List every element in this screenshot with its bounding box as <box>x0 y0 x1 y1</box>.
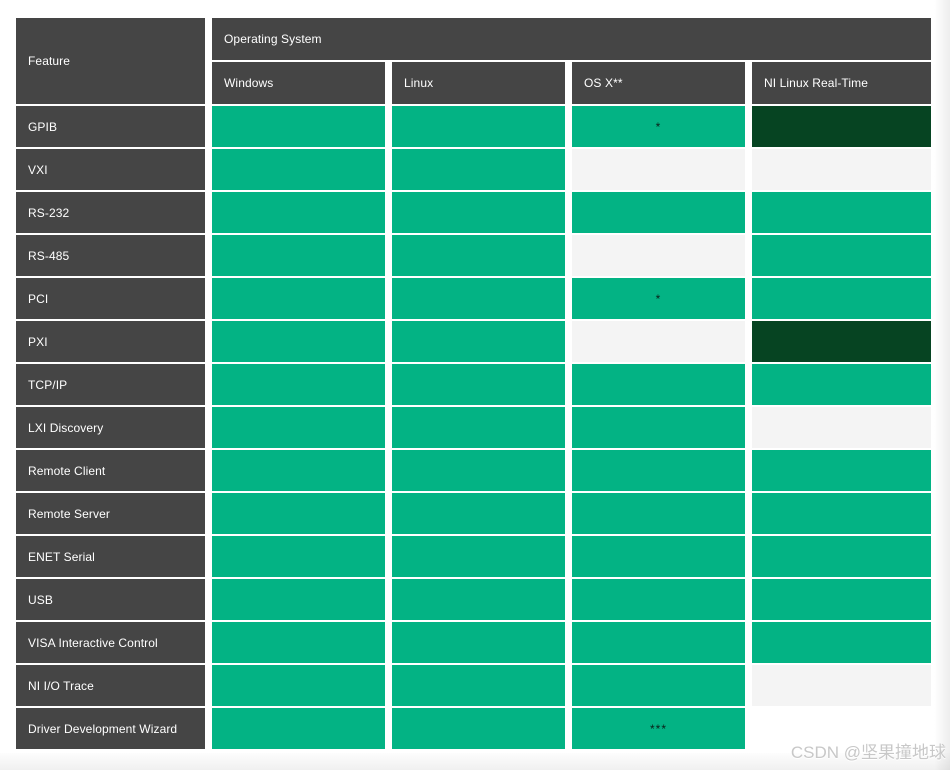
support-cell-enet-serial-os-x <box>572 536 745 577</box>
support-cell-remote-server-os-x <box>572 493 745 534</box>
support-cell-gpib-ni-linux-real-time <box>752 106 931 147</box>
os-support-table: Feature Operating System Windows Linux OS … <box>16 18 931 749</box>
support-cell-vxi-ni-linux-real-time <box>752 149 931 190</box>
support-cell-driver-development-wizard-linux <box>392 708 565 749</box>
support-cell-visa-interactive-control-windows <box>212 622 385 663</box>
support-cell-rs-485-ni-linux-real-time <box>752 235 931 276</box>
support-cell-usb-windows <box>212 579 385 620</box>
support-cell-ni-i-o-trace-ni-linux-real-time <box>752 665 931 706</box>
support-cell-visa-interactive-control-os-x <box>572 622 745 663</box>
support-cell-pci-ni-linux-real-time <box>752 278 931 319</box>
feature-column-header: Feature <box>16 18 205 104</box>
support-cell-pxi-windows <box>212 321 385 362</box>
support-cell-visa-interactive-control-ni-linux-real-time <box>752 622 931 663</box>
support-cell-remote-client-os-x <box>572 450 745 491</box>
support-cell-lxi-discovery-windows <box>212 407 385 448</box>
feature-label-lxi-discovery: LXI Discovery <box>16 407 205 448</box>
support-cell-pxi-os-x <box>572 321 745 362</box>
support-cell-pci-windows <box>212 278 385 319</box>
feature-label-tcp-ip: TCP/IP <box>16 364 205 405</box>
bottom-edge-shadow <box>0 753 950 770</box>
support-cell-gpib-os-x: * <box>572 106 745 147</box>
support-cell-pci-os-x: * <box>572 278 745 319</box>
support-cell-lxi-discovery-ni-linux-real-time <box>752 407 931 448</box>
support-cell-gpib-linux <box>392 106 565 147</box>
support-cell-rs-232-windows <box>212 192 385 233</box>
feature-label-pxi: PXI <box>16 321 205 362</box>
support-cell-enet-serial-windows <box>212 536 385 577</box>
support-cell-vxi-windows <box>212 149 385 190</box>
support-cell-pxi-linux <box>392 321 565 362</box>
support-cell-tcp-ip-linux <box>392 364 565 405</box>
feature-label-usb: USB <box>16 579 205 620</box>
support-cell-usb-os-x <box>572 579 745 620</box>
support-cell-ni-i-o-trace-windows <box>212 665 385 706</box>
support-cell-tcp-ip-os-x <box>572 364 745 405</box>
support-cell-vxi-os-x <box>572 149 745 190</box>
feature-label-remote-client: Remote Client <box>16 450 205 491</box>
operating-system-group-header: Operating System <box>212 18 931 60</box>
support-cell-visa-interactive-control-linux <box>392 622 565 663</box>
support-cell-tcp-ip-ni-linux-real-time <box>752 364 931 405</box>
support-cell-remote-client-ni-linux-real-time <box>752 450 931 491</box>
column-header-ni-linux-real-time: NI Linux Real-Time <box>752 62 931 104</box>
feature-label-gpib: GPIB <box>16 106 205 147</box>
feature-label-rs-232: RS-232 <box>16 192 205 233</box>
support-cell-remote-client-linux <box>392 450 565 491</box>
support-cell-remote-server-linux <box>392 493 565 534</box>
support-cell-remote-server-ni-linux-real-time <box>752 493 931 534</box>
footnote-marker: *** <box>649 721 667 736</box>
support-cell-enet-serial-linux <box>392 536 565 577</box>
support-cell-rs-485-linux <box>392 235 565 276</box>
support-cell-tcp-ip-windows <box>212 364 385 405</box>
support-cell-gpib-windows <box>212 106 385 147</box>
support-cell-remote-server-windows <box>212 493 385 534</box>
feature-label-visa-interactive-control: VISA Interactive Control <box>16 622 205 663</box>
column-header-os-x: OS X** <box>572 62 745 104</box>
support-cell-lxi-discovery-linux <box>392 407 565 448</box>
footnote-marker: * <box>655 119 662 134</box>
feature-label-enet-serial: ENET Serial <box>16 536 205 577</box>
support-cell-pxi-ni-linux-real-time <box>752 321 931 362</box>
column-header-windows: Windows <box>212 62 385 104</box>
support-cell-driver-development-wizard-windows <box>212 708 385 749</box>
support-cell-ni-i-o-trace-linux <box>392 665 565 706</box>
support-cell-rs-232-os-x <box>572 192 745 233</box>
feature-label-ni-i-o-trace: NI I/O Trace <box>16 665 205 706</box>
support-cell-lxi-discovery-os-x <box>572 407 745 448</box>
csdn-watermark: CSDN @坚果撞地球 <box>790 743 946 762</box>
feature-label-rs-485: RS-485 <box>16 235 205 276</box>
support-cell-enet-serial-ni-linux-real-time <box>752 536 931 577</box>
footnote-marker: * <box>655 291 662 306</box>
support-cell-usb-ni-linux-real-time <box>752 579 931 620</box>
support-cell-rs-232-linux <box>392 192 565 233</box>
support-cell-rs-485-windows <box>212 235 385 276</box>
support-cell-vxi-linux <box>392 149 565 190</box>
support-cell-rs-232-ni-linux-real-time <box>752 192 931 233</box>
feature-label-pci: PCI <box>16 278 205 319</box>
feature-label-vxi: VXI <box>16 149 205 190</box>
support-cell-driver-development-wizard-os-x: *** <box>572 708 745 749</box>
support-cell-rs-485-os-x <box>572 235 745 276</box>
support-cell-usb-linux <box>392 579 565 620</box>
support-cell-ni-i-o-trace-os-x <box>572 665 745 706</box>
right-edge-shadow <box>934 0 950 770</box>
support-cell-pci-linux <box>392 278 565 319</box>
support-cell-remote-client-windows <box>212 450 385 491</box>
feature-label-driver-development-wizard: Driver Development Wizard <box>16 708 205 749</box>
column-header-linux: Linux <box>392 62 565 104</box>
feature-label-remote-server: Remote Server <box>16 493 205 534</box>
